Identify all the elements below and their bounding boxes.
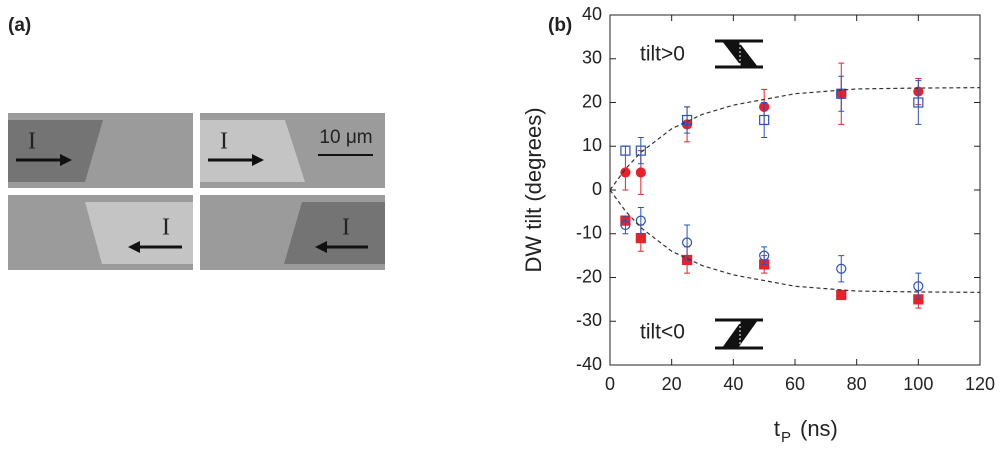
- fit-curve: [609, 87, 981, 191]
- point: [681, 114, 693, 126]
- current-label: I: [220, 129, 228, 155]
- y-tick-label: 10: [582, 135, 602, 155]
- point: [913, 97, 924, 108]
- x-tick-label: 0: [605, 374, 615, 394]
- x-tick-label: 60: [785, 374, 805, 394]
- point: [635, 233, 646, 244]
- x-tick-label: 80: [847, 374, 867, 394]
- point: [635, 145, 646, 156]
- point: [620, 219, 631, 231]
- y-axis-label: DW tilt (degrees): [521, 107, 546, 272]
- point: [836, 289, 847, 301]
- y-tick-label: -40: [576, 354, 602, 374]
- tilt-icon-positive: [715, 39, 763, 69]
- y-tick-label: 20: [582, 91, 602, 111]
- x-tick-label: 40: [723, 374, 743, 394]
- x-tick-label: 20: [662, 374, 682, 394]
- x-tick-label: 120: [965, 374, 995, 394]
- point: [635, 167, 646, 178]
- point: [681, 237, 693, 248]
- point: [836, 88, 847, 99]
- panel-label: (b): [548, 15, 572, 36]
- x-axis-label-unit: (ns): [800, 416, 838, 441]
- current-label: I: [162, 215, 170, 241]
- point: [635, 215, 646, 226]
- scale-bar-label: 10 μm: [319, 127, 372, 148]
- y-tick-label: 0: [592, 179, 602, 199]
- y-tick-label: -10: [576, 223, 602, 243]
- plot-frame: [609, 14, 981, 366]
- point: [620, 145, 631, 156]
- y-tick-label: 30: [582, 48, 602, 68]
- x-tick-label: 100: [903, 374, 933, 394]
- micrograph-br: [200, 195, 385, 270]
- point: [913, 281, 924, 292]
- tilt-icon-negative: [715, 318, 763, 350]
- point: [836, 263, 847, 274]
- y-tick-label: -30: [576, 310, 602, 330]
- current-label: I: [28, 129, 36, 155]
- point: [620, 167, 631, 178]
- current-label: I: [342, 215, 350, 241]
- x-axis-label: t: [774, 416, 780, 441]
- point: [759, 114, 770, 126]
- arrows: [16, 154, 373, 253]
- panel-label: (a): [8, 15, 31, 36]
- annotation: tilt>0: [640, 43, 685, 66]
- micrograph-tl: [8, 113, 193, 188]
- point: [759, 250, 770, 261]
- y-tick-label: 40: [582, 4, 602, 24]
- fit-curve: [609, 189, 981, 293]
- micrograph-tr: [200, 113, 385, 188]
- y-tick-label: -20: [576, 266, 602, 286]
- annotation: tilt<0: [640, 321, 685, 344]
- x-axis-label-sub: P: [781, 429, 791, 446]
